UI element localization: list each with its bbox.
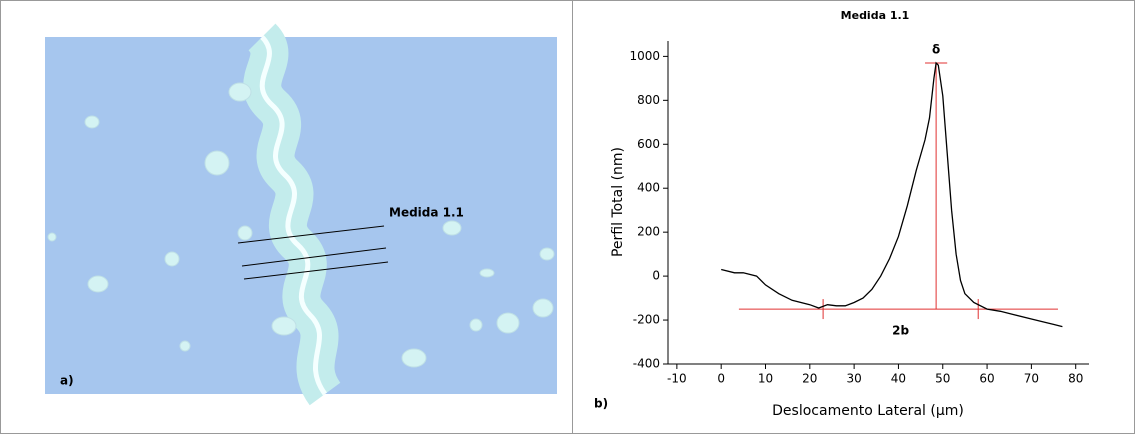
- stripe-core: [259, 35, 328, 396]
- measure-line: [243, 261, 389, 280]
- data-line: [721, 61, 1063, 328]
- y-axis-label: Perfil Total (nm): [610, 147, 626, 257]
- droplet: [164, 251, 180, 267]
- measure-label: Medida 1.1: [389, 206, 464, 220]
- droplet: [401, 348, 427, 368]
- x-tick-label: 40: [891, 372, 906, 386]
- droplet: [442, 220, 462, 236]
- x-tick-label: 70: [1024, 372, 1039, 386]
- peak-label: δ: [932, 42, 940, 56]
- droplet: [237, 225, 253, 241]
- y-tick-label: 1000: [629, 49, 660, 63]
- measure-line: [241, 247, 387, 267]
- chart-title: Medida 1.1: [841, 9, 910, 22]
- y-tick-label: -400: [633, 357, 660, 371]
- droplet: [271, 316, 297, 336]
- droplet: [228, 82, 252, 102]
- x-tick-label: 50: [935, 372, 950, 386]
- y-tick-label: 0: [652, 269, 660, 283]
- droplet: [479, 268, 495, 278]
- droplet: [84, 115, 100, 129]
- x-axis-label: Deslocamento Lateral (µm): [772, 403, 964, 419]
- panel-label: a): [60, 374, 74, 388]
- micrograph: Medida 1.1 a): [45, 23, 557, 406]
- droplet: [469, 318, 483, 332]
- y-tick-label: -200: [633, 313, 660, 327]
- y-tick-label: 400: [637, 181, 660, 195]
- x-tick-label: 0: [717, 372, 725, 386]
- x-tick-label: 10: [758, 372, 773, 386]
- droplet: [532, 298, 554, 318]
- droplet: [179, 340, 191, 352]
- width-label: 2b: [892, 324, 909, 338]
- panel-label: b): [594, 397, 608, 411]
- droplet: [204, 150, 230, 176]
- x-tick-label: -10: [667, 372, 687, 386]
- x-tick-label: 30: [846, 372, 861, 386]
- y-tick-label: 800: [637, 93, 660, 107]
- droplet: [47, 232, 57, 242]
- chart: Medida 1.1 Deslocamento Lateral (µm) Per…: [594, 9, 964, 419]
- x-tick-label: 20: [802, 372, 817, 386]
- droplet: [496, 312, 520, 334]
- x-tick-label: 60: [979, 372, 994, 386]
- measure-line: [237, 225, 385, 244]
- y-tick-label: 600: [637, 137, 660, 151]
- droplet: [87, 275, 109, 293]
- droplets: [47, 82, 555, 368]
- y-tick-label: 200: [637, 225, 660, 239]
- x-tick-label: 80: [1068, 372, 1083, 386]
- droplet: [539, 247, 555, 261]
